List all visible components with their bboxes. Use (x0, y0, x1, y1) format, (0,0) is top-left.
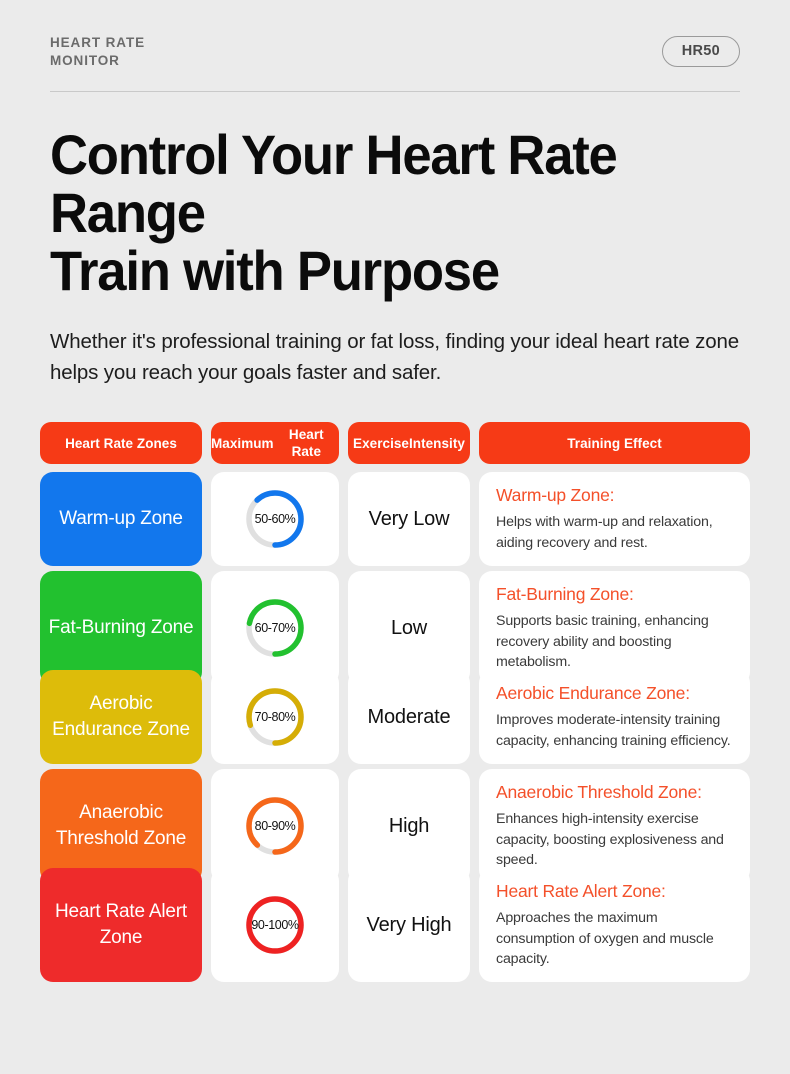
brand-line-1: HEART RATE (50, 35, 145, 50)
column-header-1: Maximum Heart Rate (211, 422, 339, 465)
column-header-line: Training Effect (567, 435, 662, 451)
zone-badge[interactable]: Aerobic Endurance Zone (40, 670, 202, 764)
max-heart-rate-cell: 90-100% (211, 868, 339, 982)
column-header-line: Intensity (408, 435, 465, 451)
training-effect-body: Helps with warm-up and relaxation, aidin… (496, 514, 713, 551)
zone-badge[interactable]: Anaerobic Threshold Zone (40, 769, 202, 883)
max-heart-rate-cell: 60-70% (211, 571, 339, 685)
column-header-line: Exercise (353, 435, 409, 451)
training-effect-body: Approaches the maximum consumption of ox… (496, 910, 714, 967)
percentage-ring-icon: 80-90% (244, 795, 306, 857)
column-header-3: Training Effect (479, 422, 750, 465)
ring-percentage-label: 50-60% (254, 512, 296, 527)
training-effect-title: Warm-up Zone: (496, 485, 615, 506)
table-row: Aerobic Endurance Zone 70-80% Moderate Aero… (40, 670, 750, 764)
table-header-row: Heart Rate Zones Maximum Heart Rate Exercis… (40, 422, 750, 465)
training-effect-cell: Warm-up Zone: Helps with warm-up and rela… (479, 472, 750, 566)
table-row: Warm-up Zone 50-60% Very Low Warm-up Zone: H… (40, 472, 750, 566)
training-effect-title: Fat-Burning Zone: (496, 584, 634, 605)
max-heart-rate-cell: 50-60% (211, 472, 339, 566)
page-title-line-1: Control Your Heart Rate Range (50, 123, 618, 245)
zone-badge[interactable]: Fat-Burning Zone (40, 571, 202, 685)
training-effect-title: Heart Rate Alert Zone: (496, 881, 666, 902)
table-row: Heart Rate Alert Zone 90-100% Very High Hea… (40, 868, 750, 982)
table-row: Anaerobic Threshold Zone 80-90% High Anaero… (40, 769, 750, 883)
zone-badge[interactable]: Warm-up Zone (40, 472, 202, 566)
brand-line-2: MONITOR (50, 52, 120, 68)
model-badge[interactable]: HR50 (661, 36, 740, 68)
percentage-ring-icon: 60-70% (244, 597, 306, 659)
table-row: Fat-Burning Zone 60-70% Low Fat-Burning Zon… (40, 571, 750, 685)
exercise-intensity-cell: Low (348, 571, 470, 685)
training-effect-cell: Anaerobic Threshold Zone: Enhances high-i… (479, 769, 750, 883)
training-effect-body: Supports basic training, enhancing recov… (496, 613, 709, 670)
table-body: Warm-up Zone 50-60% Very Low Warm-up Zone: H… (40, 472, 750, 982)
percentage-ring-icon: 90-100% (244, 894, 306, 956)
exercise-intensity-cell: Moderate (348, 670, 470, 764)
training-effect-cell: Fat-Burning Zone: Supports basic training… (479, 571, 750, 685)
page-title-line-2: Train with Purpose (50, 239, 500, 303)
hero-section: Control Your Heart Rate Range Train with… (20, 92, 770, 388)
column-header-0: Heart Rate Zones (40, 422, 202, 465)
column-header-line: Heart Rate Zones (65, 435, 177, 451)
header-bar: HEART RATE MONITOR HR50 (20, 0, 770, 70)
ring-percentage-label: 60-70% (254, 621, 296, 636)
column-header-line: Heart Rate (288, 427, 324, 460)
column-header-2: Exercise Intensity (348, 422, 470, 465)
training-effect-body: Improves moderate-intensity training cap… (496, 712, 731, 749)
column-header-line: Maximum (211, 435, 274, 451)
ring-percentage-label: 90-100% (251, 918, 299, 933)
header-divider (50, 90, 740, 93)
zone-badge[interactable]: Heart Rate Alert Zone (40, 868, 202, 982)
exercise-intensity-cell: Very High (348, 868, 470, 982)
page-title: Control Your Heart Rate Range Train with… (50, 126, 699, 300)
max-heart-rate-cell: 80-90% (211, 769, 339, 883)
percentage-ring-icon: 70-80% (244, 686, 306, 748)
page-subtitle: Whether it's professional training or fa… (50, 329, 739, 384)
ring-percentage-label: 80-90% (254, 819, 296, 834)
exercise-intensity-cell: High (348, 769, 470, 883)
training-effect-title: Anaerobic Threshold Zone: (496, 782, 702, 803)
max-heart-rate-cell: 70-80% (211, 670, 339, 764)
heart-rate-zone-table: Heart Rate Zones Maximum Heart Rate Exercis… (40, 422, 750, 982)
training-effect-title: Aerobic Endurance Zone: (496, 683, 690, 704)
percentage-ring-icon: 50-60% (244, 488, 306, 550)
training-effect-cell: Heart Rate Alert Zone: Approaches the max… (479, 868, 750, 982)
exercise-intensity-cell: Very Low (348, 472, 470, 566)
brand-title: HEART RATE MONITOR (50, 34, 145, 70)
training-effect-body: Enhances high-intensity exercise capacit… (496, 811, 724, 868)
training-effect-cell: Aerobic Endurance Zone: Improves moderate… (479, 670, 750, 764)
ring-percentage-label: 70-80% (254, 710, 296, 725)
